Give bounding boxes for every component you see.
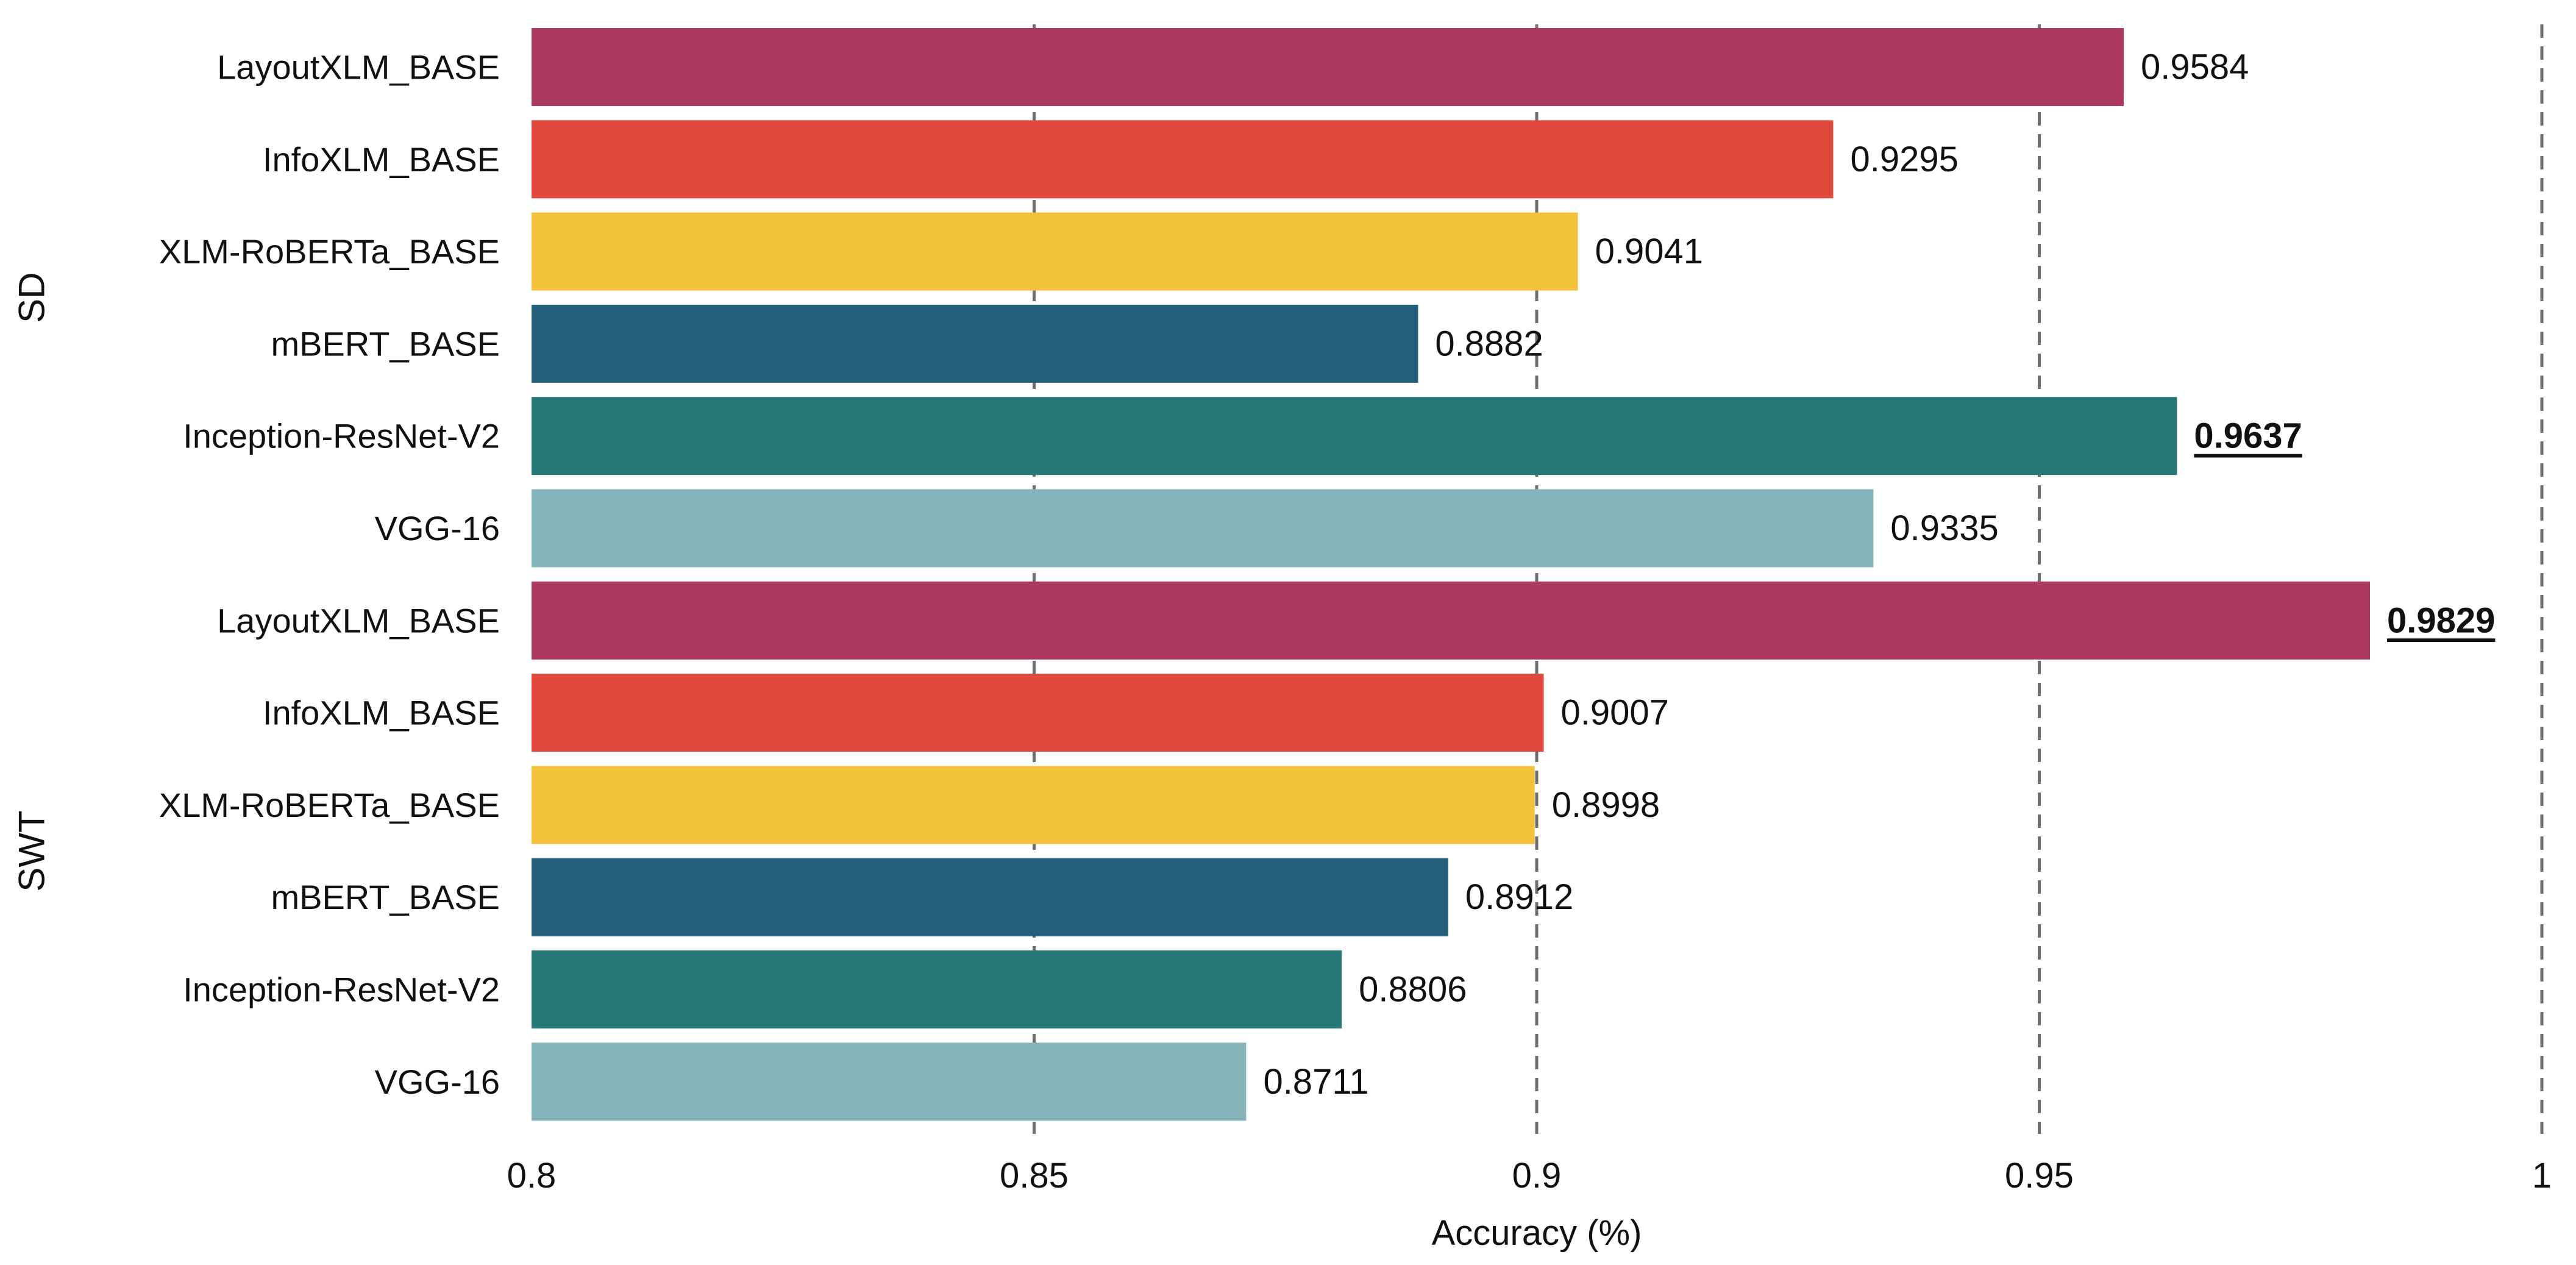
bar (532, 581, 2371, 660)
x-axis-ticks: 0.8 0.85 0.9 0.95 1 (507, 1156, 2552, 1196)
bar (532, 212, 1578, 291)
value-label: 0.9584 (2141, 48, 2249, 87)
bar (532, 950, 1342, 1028)
category-label: InfoXLM_BASE (263, 694, 500, 732)
group-label: SD (12, 273, 52, 323)
value-label-best: 0.9637 (2194, 416, 2302, 456)
category-label: XLM-RoBERTa_BASE (159, 786, 500, 824)
x-tick-label: 0.85 (1000, 1156, 1069, 1196)
bars (532, 28, 2371, 1121)
bar (532, 489, 1874, 568)
category-label: InfoXLM_BASE (263, 140, 500, 179)
x-tick-label: 0.8 (507, 1156, 557, 1196)
value-label: 0.8882 (1435, 324, 1543, 363)
category-label: LayoutXLM_BASE (217, 601, 500, 640)
value-label: 0.8912 (1465, 877, 1573, 917)
bar (532, 28, 2124, 106)
group-labels: SD SWT (12, 273, 52, 892)
category-label: Inception-ResNet-V2 (183, 417, 500, 455)
value-label: 0.8711 (1263, 1062, 1368, 1102)
bar (532, 120, 1834, 199)
bar (532, 397, 2177, 476)
bar (532, 1042, 1247, 1121)
value-label: 0.9007 (1561, 693, 1669, 733)
category-label: LayoutXLM_BASE (217, 48, 500, 87)
category-label: mBERT_BASE (271, 878, 500, 916)
value-label: 0.9295 (1850, 140, 1958, 179)
category-label: VGG-16 (375, 509, 500, 547)
value-label-best: 0.9829 (2387, 600, 2495, 640)
group-label: SWT (12, 810, 52, 891)
bar (532, 858, 1448, 936)
value-label: 0.8998 (1552, 785, 1660, 825)
value-label: 0.9041 (1595, 232, 1703, 271)
value-label: 0.8806 (1359, 970, 1467, 1010)
grid-lines (1033, 24, 2544, 1134)
x-tick-label: 0.9 (1512, 1156, 1562, 1196)
category-labels: LayoutXLM_BASE InfoXLM_BASE XLM-RoBERTa_BA… (159, 48, 500, 1101)
bar (532, 304, 1418, 383)
value-label: 0.9335 (1890, 508, 1998, 548)
x-axis-title: Accuracy (%) (1432, 1213, 1642, 1253)
x-tick-label: 0.95 (2005, 1156, 2074, 1196)
x-tick-label: 1 (2532, 1156, 2552, 1196)
category-label: XLM-RoBERTa_BASE (159, 232, 500, 271)
value-labels: 0.9584 0.9295 0.9041 0.8882 0.9637 0.9335 0.98… (1263, 48, 2495, 1102)
category-label: VGG-16 (375, 1063, 500, 1101)
bar (532, 674, 1544, 752)
category-label: mBERT_BASE (271, 324, 500, 363)
bar (532, 766, 1535, 844)
category-label: Inception-ResNet-V2 (183, 971, 500, 1009)
